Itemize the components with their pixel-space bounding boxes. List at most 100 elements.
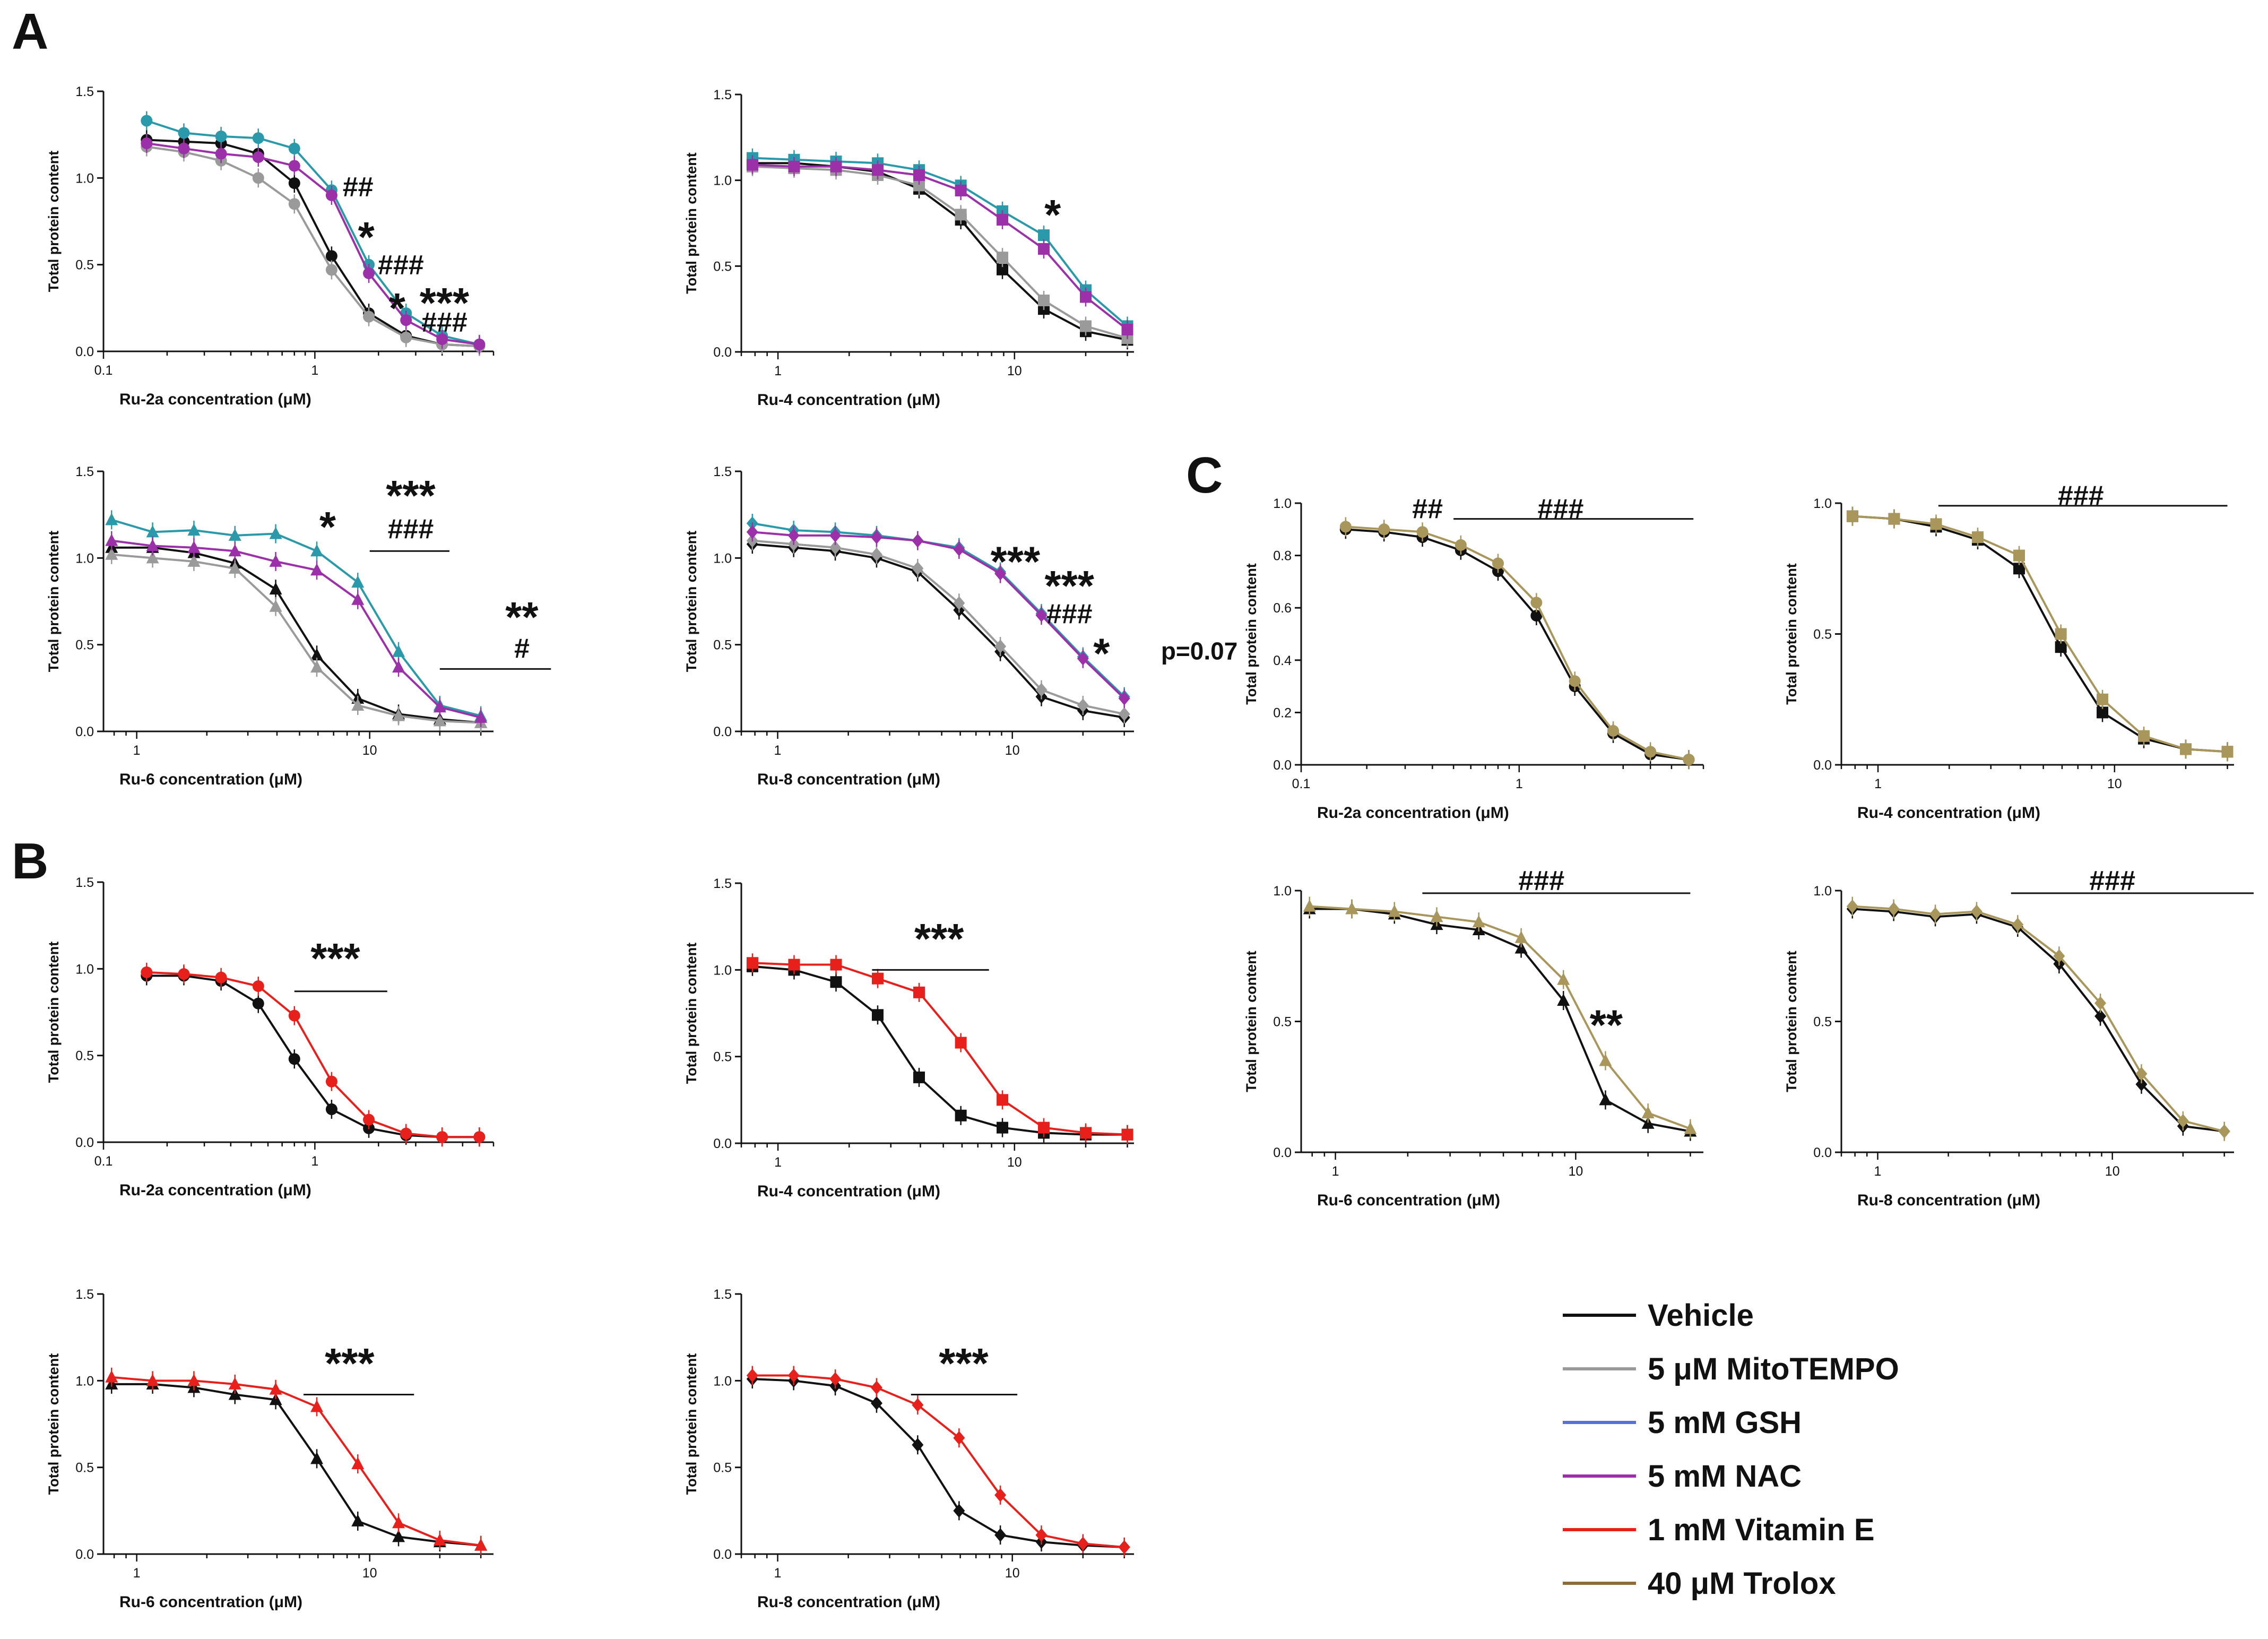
chart-B4: 0.0 0.5 1.0 1.5 1 10 Ru-8 concentration (μM) To… bbox=[683, 1287, 1134, 1611]
data-point bbox=[105, 547, 118, 560]
x-tick-label: 1 bbox=[311, 1154, 318, 1169]
data-point bbox=[325, 1075, 337, 1088]
y-tick-label: 0.5 bbox=[1813, 627, 1832, 642]
data-point bbox=[433, 714, 446, 727]
data-point bbox=[400, 331, 412, 343]
data-point bbox=[1599, 1054, 1612, 1066]
data-point bbox=[788, 160, 800, 172]
data-point bbox=[1080, 1127, 1092, 1139]
series-40-m-trolox bbox=[1339, 517, 1695, 770]
y-tick-label: 0.5 bbox=[75, 258, 94, 273]
data-point bbox=[870, 1396, 882, 1410]
y-axis-label: Total protein content bbox=[1243, 951, 1259, 1092]
data-point bbox=[146, 539, 159, 551]
series-line bbox=[1345, 528, 1689, 761]
data-point bbox=[955, 185, 967, 197]
data-point bbox=[1038, 229, 1050, 241]
data-point bbox=[1035, 683, 1048, 697]
data-point bbox=[953, 542, 965, 556]
data-point bbox=[215, 971, 227, 984]
series-1-mm-vitamin-e bbox=[105, 1367, 488, 1555]
series-line bbox=[752, 1378, 1124, 1548]
y-tick-label: 0.8 bbox=[1273, 549, 1292, 564]
data-point bbox=[252, 132, 264, 144]
series-line bbox=[752, 962, 1128, 1136]
significance-label: p=0.07 bbox=[1161, 637, 1238, 665]
data-point bbox=[1080, 320, 1092, 332]
y-tick-label: 0.5 bbox=[713, 259, 732, 274]
y-tick-label: 0.5 bbox=[1813, 1015, 1832, 1030]
data-point bbox=[1416, 526, 1429, 538]
data-point bbox=[870, 1381, 882, 1395]
panel-label: C bbox=[1186, 447, 1223, 504]
x-axis-label: Ru-8 concentration (μM) bbox=[757, 1593, 940, 1611]
data-point bbox=[746, 159, 758, 171]
y-tick-label: 1.5 bbox=[713, 1287, 732, 1302]
data-point bbox=[392, 1530, 405, 1542]
significance-label: ### bbox=[1538, 494, 1584, 524]
series-5-mm-nac bbox=[105, 531, 488, 727]
x-axis-label: Ru-4 concentration (μM) bbox=[757, 1183, 940, 1200]
data-point bbox=[997, 214, 1009, 226]
data-point bbox=[871, 972, 884, 985]
data-point bbox=[215, 148, 227, 160]
data-point bbox=[1599, 1093, 1612, 1106]
significance-label: * bbox=[389, 284, 406, 332]
data-point bbox=[994, 639, 1007, 653]
x-tick-label: 10 bbox=[362, 743, 377, 758]
data-point bbox=[228, 544, 241, 557]
data-point bbox=[997, 1094, 1009, 1106]
y-tick-label: 1.5 bbox=[75, 84, 94, 99]
series-5-mm-nac bbox=[141, 134, 486, 354]
chart-B3: 0.0 0.5 1.0 1.5 1 10 Ru-6 concentration (μM) To… bbox=[46, 1287, 494, 1611]
data-point bbox=[187, 540, 201, 553]
data-point bbox=[871, 1009, 884, 1021]
significance-label: ## bbox=[343, 172, 374, 203]
data-point bbox=[1846, 899, 1858, 913]
x-tick-label: 1 bbox=[133, 743, 141, 758]
charts: 0.00.51.01.50.1 1Ru-2a concentration (μM)… bbox=[46, 84, 2254, 1611]
data-point bbox=[912, 1398, 924, 1412]
data-point bbox=[228, 1387, 241, 1400]
data-point bbox=[830, 976, 842, 988]
panel-labels: A B C bbox=[12, 3, 1223, 890]
data-point bbox=[955, 1109, 967, 1122]
series-5-m-mitotempo bbox=[746, 157, 1133, 348]
y-tick-label: 0.0 bbox=[75, 344, 94, 359]
x-tick-label: 1 bbox=[774, 1155, 782, 1170]
y-tick-label: 0.5 bbox=[75, 638, 94, 653]
x-tick-label: 1 bbox=[774, 364, 782, 378]
data-point bbox=[310, 544, 324, 557]
x-axis-label: Ru-6 concentration (μM) bbox=[1317, 1192, 1500, 1209]
significance-label: * bbox=[1044, 191, 1061, 238]
data-point bbox=[1930, 518, 1942, 530]
series-vehicle bbox=[141, 966, 486, 1147]
data-point bbox=[913, 1071, 925, 1083]
y-tick-label: 0.5 bbox=[713, 638, 732, 653]
series-5-mm-gsh bbox=[746, 148, 1133, 336]
data-point bbox=[994, 1488, 1007, 1502]
significance-label: *** bbox=[991, 538, 1041, 585]
x-axis-label: Ru-2a concentration (μM) bbox=[119, 391, 311, 408]
data-point bbox=[325, 250, 337, 262]
data-point bbox=[870, 547, 882, 562]
series-40-m-trolox bbox=[1846, 896, 2230, 1141]
data-point bbox=[105, 513, 118, 525]
chart-A1: 0.0 0.5 1.0 1.5 0.1 1Ru-2a concentration (μM)… bbox=[46, 84, 495, 408]
y-tick-label: 1.5 bbox=[75, 464, 94, 479]
data-point bbox=[146, 551, 159, 564]
data-point bbox=[310, 563, 324, 576]
data-point bbox=[1607, 724, 1620, 737]
data-point bbox=[363, 1114, 375, 1126]
y-axis-label: Total protein content bbox=[46, 942, 62, 1083]
data-point bbox=[363, 268, 375, 279]
x-axis-label: Ru-4 concentration (μM) bbox=[757, 391, 940, 409]
x-axis-label: Ru-2a concentration (μM) bbox=[1317, 804, 1509, 822]
data-point bbox=[400, 1127, 412, 1140]
data-point bbox=[474, 710, 488, 723]
data-point bbox=[1378, 523, 1390, 536]
data-point bbox=[1644, 746, 1657, 758]
series-line bbox=[1852, 515, 2228, 753]
data-point bbox=[252, 997, 264, 1010]
significance-label: ## bbox=[1412, 494, 1443, 524]
